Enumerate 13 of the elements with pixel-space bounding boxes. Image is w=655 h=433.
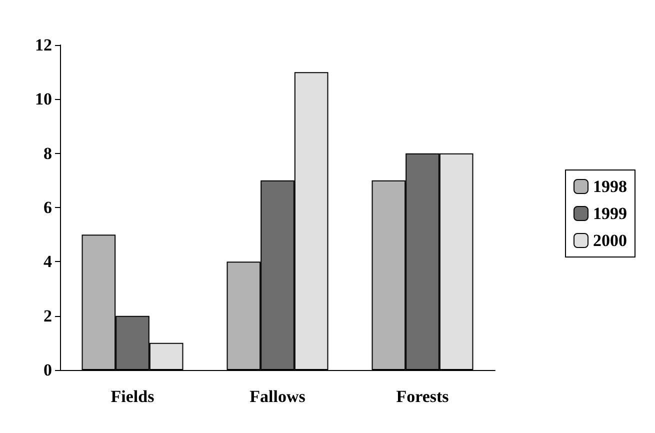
- legend-label: 1998: [593, 177, 627, 196]
- legend-label: 2000: [593, 231, 627, 250]
- y-tick-label: 8: [44, 144, 52, 163]
- y-tick-label: 2: [44, 306, 52, 326]
- x-tick-label: Fallows: [250, 387, 306, 406]
- legend-label: 1999: [593, 204, 627, 223]
- x-tick-label: Fields: [110, 387, 155, 406]
- y-tick-label: 0: [44, 360, 52, 380]
- y-tick-label: 12: [35, 36, 52, 54]
- y-tick-label: 4: [44, 252, 52, 272]
- y-tick-label: 10: [35, 90, 52, 109]
- y-tick-label: 6: [44, 198, 52, 217]
- x-tick-label: Forests: [396, 387, 450, 406]
